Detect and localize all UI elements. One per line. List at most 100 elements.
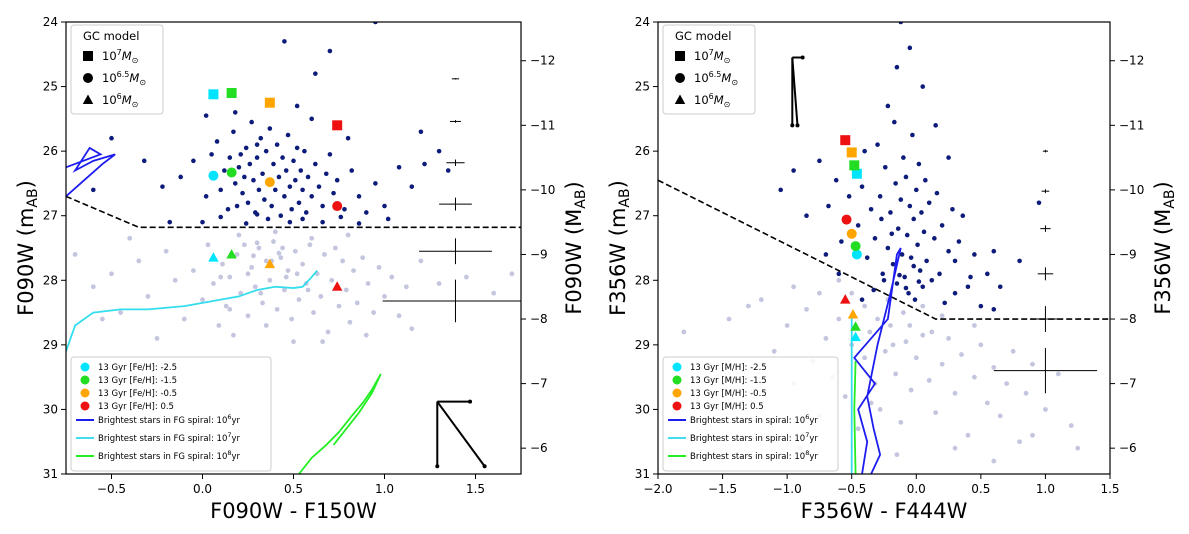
error-bar	[993, 348, 1098, 394]
gc-legend-unit: M	[129, 71, 139, 85]
bright-star-point	[254, 212, 260, 217]
bright-star-point	[885, 245, 891, 251]
bright-star-point	[895, 226, 901, 231]
bright-star-point	[274, 142, 280, 147]
faint-star-point	[855, 426, 861, 432]
x-tick-label: −1.0	[773, 482, 802, 496]
bright-star-point	[280, 155, 285, 160]
faint-star-point	[1004, 381, 1010, 386]
bright-star-point	[276, 174, 282, 180]
faint-star-point	[325, 329, 331, 335]
faint-star-point	[890, 342, 896, 348]
right-y-tick-label: −7	[1119, 377, 1137, 391]
bright-star-point	[903, 285, 909, 291]
bright-star-point	[160, 184, 165, 189]
bright-star-point	[109, 135, 114, 141]
bright-star-point	[309, 194, 315, 199]
bright-star-point	[373, 181, 378, 186]
bright-star-point	[356, 194, 362, 199]
arrow-shaft	[436, 401, 486, 467]
bright-star-point	[273, 187, 278, 193]
faint-star-point	[965, 432, 971, 438]
bright-star-point	[267, 126, 273, 131]
x-tick-label: 0.0	[193, 482, 212, 496]
bright-star-point	[225, 206, 231, 212]
right-panel: −2.0 −1.5 −1.0 −0.5 0.0 0.5 1.0 1.5 24 25 26 27 28 29…	[606, 15, 1178, 523]
right-y-axis-label: F090W (MAB)	[562, 181, 589, 314]
bright-star-point	[203, 194, 209, 199]
bright-star-point	[418, 129, 424, 135]
bright-star-point	[881, 277, 887, 283]
faint-star-point	[238, 290, 244, 296]
y-tick-label: 27	[635, 209, 650, 223]
bright-star-point	[327, 152, 333, 157]
y-tick-label: 25	[635, 80, 650, 94]
faint-star-point	[289, 316, 295, 322]
faint-star-point	[318, 294, 324, 299]
faint-star-point	[1030, 361, 1035, 367]
faint-star-point	[758, 297, 764, 303]
bright-star-point	[243, 221, 249, 226]
y-tick-label: 28	[635, 273, 650, 287]
right-y-tick-label: −9	[1119, 247, 1137, 261]
faint-star-point	[900, 310, 906, 315]
faint-star-point	[991, 458, 997, 464]
error-bar	[1041, 189, 1050, 194]
bright-star-point	[227, 155, 233, 160]
faint-star-point	[997, 413, 1003, 419]
y-axis-label-close: )	[14, 180, 38, 188]
faint-star-point	[271, 239, 276, 244]
y-axis-label-sub: AB	[25, 188, 41, 207]
gc-model-circle	[226, 167, 237, 178]
spiral-legend-exp: 7	[227, 431, 231, 439]
spiral-legend-label: Brightest stars in FG spiral: 108yr	[98, 449, 241, 462]
bright-star-point	[879, 216, 884, 222]
bright-star-point	[946, 248, 951, 254]
gc-model-triangle	[840, 294, 851, 304]
error-bar	[1029, 306, 1061, 332]
metallicity-legend-marker	[80, 375, 90, 385]
faint-star-point	[163, 248, 169, 254]
bright-star-point	[823, 252, 829, 257]
faint-star-point	[307, 242, 313, 248]
bright-star-point	[882, 164, 888, 170]
gc-legend-unit-sub: ⊙	[132, 56, 139, 65]
bright-star-point	[320, 219, 325, 225]
gc-legend-title: GC model	[83, 29, 139, 43]
bright-star-point	[978, 303, 984, 309]
faint-star-point	[771, 348, 777, 354]
bright-star-point	[287, 219, 293, 225]
bright-star-point	[950, 206, 955, 212]
faint-star-point	[1068, 423, 1074, 428]
faint-star-point	[272, 229, 278, 235]
faint-star-point	[260, 300, 265, 306]
faint-star-point	[907, 323, 913, 328]
bright-star-point	[251, 177, 256, 183]
right-y-tick-label: −12	[530, 54, 555, 68]
x-tick-label: 0.5	[284, 482, 303, 496]
bright-star-point	[855, 223, 861, 228]
gc-legend-exp: 6.5	[117, 70, 130, 79]
arrow-head	[435, 464, 440, 469]
metallicity-legend-label: 13 Gyr [Fe/H]: 0.5	[98, 402, 174, 412]
bright-star-point	[920, 84, 926, 89]
gc-legend-label: 106.5M⊙	[102, 70, 146, 87]
right-y-tick-label: −6	[530, 441, 548, 455]
right-y-tick-label: −10	[1119, 183, 1144, 197]
faint-star-point	[329, 277, 335, 283]
gc-legend-unit-sub: ⊙	[724, 100, 731, 109]
gc-model-circle	[851, 249, 862, 260]
faint-star-point	[218, 274, 224, 280]
bright-star-point	[234, 203, 240, 209]
bright-star-point	[942, 300, 947, 306]
x-tick-label: 0.5	[971, 482, 990, 496]
bright-star-point	[254, 155, 260, 160]
bright-star-point	[965, 284, 971, 290]
faint-star-point	[791, 284, 796, 290]
bright-star-point	[263, 148, 269, 154]
faint-star-point	[867, 329, 873, 335]
faint-star-point	[939, 313, 945, 319]
gc-legend-unit: M	[714, 93, 724, 107]
error-bar	[419, 238, 492, 265]
